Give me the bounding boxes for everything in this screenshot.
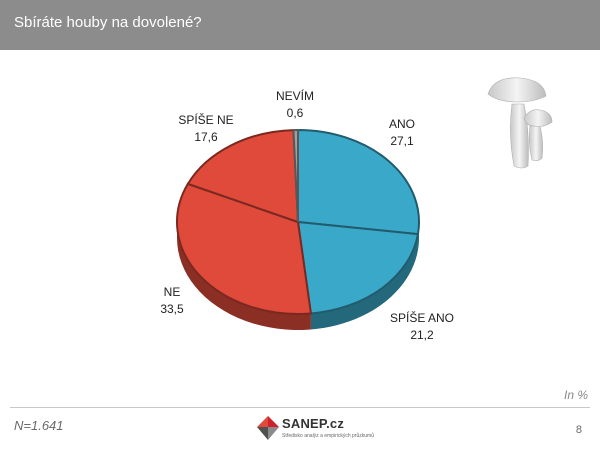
unit-label: In %	[563, 388, 588, 402]
logo-name: SANEP.cz	[282, 416, 345, 431]
slice-label-ne: NE	[164, 285, 181, 299]
title-bar: Sbíráte houby na dovolené?	[0, 0, 600, 50]
pie-slice-sp-e-ne	[186, 129, 300, 224]
page-number: 8	[575, 424, 582, 436]
sample-size: N=1.641	[14, 418, 64, 433]
logo-tagline: Středisko analýz a empirických průzkumů	[282, 433, 374, 439]
pie-slice-ne	[176, 182, 313, 315]
logo-mark-icon	[257, 416, 279, 440]
mushroom-icon	[487, 77, 553, 169]
slice-label-nev-m: NEVÍM	[276, 88, 314, 103]
slice-value-sp-e-ne: 17,6	[194, 130, 218, 144]
pie-slice-nev-m	[292, 128, 299, 223]
slice-value-sp-e-ano: 21,2	[410, 328, 434, 342]
sanep-logo: SANEP.cz Středisko analýz a empirických …	[256, 415, 376, 445]
pie-slice-sp-e-ano	[296, 220, 420, 315]
slide-title: Sbíráte houby na dovolené?	[14, 14, 202, 31]
pie-slice-ano	[297, 128, 420, 236]
slice-value-nev-m: 0,6	[287, 106, 304, 120]
pie-side-ne	[177, 222, 311, 330]
pie-chart: ANO 27,1 SPÍŠE ANO 21,2 NE 33,5 SPÍŠE NE 17,6 NE…	[160, 88, 454, 342]
pie-side-sp-e-ano	[310, 234, 418, 330]
slice-value-ne: 33,5	[160, 302, 184, 316]
slice-label-ano: ANO	[389, 117, 415, 131]
footer-divider	[10, 407, 590, 408]
slice-label-sp-e-ne: SPÍŠE NE	[178, 112, 233, 127]
slice-label-sp-e-ano: SPÍŠE ANO	[390, 310, 454, 325]
slice-value-ano: 27,1	[390, 134, 414, 148]
